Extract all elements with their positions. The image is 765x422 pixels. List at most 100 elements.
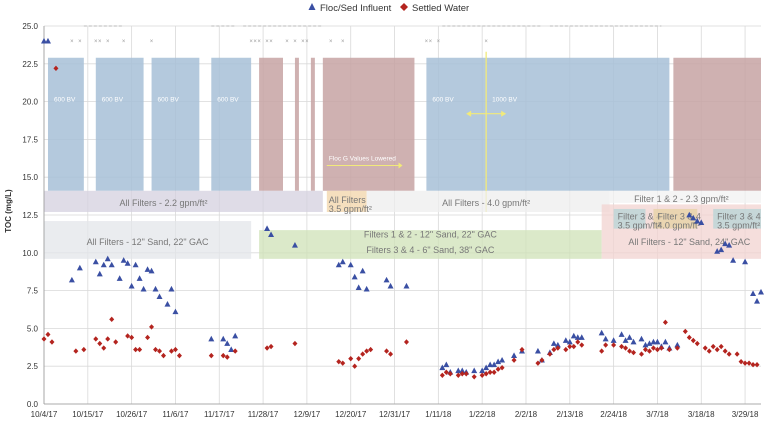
settled-point bbox=[443, 369, 449, 375]
settled-point bbox=[93, 336, 99, 342]
x-tick-label: 10/15/17 bbox=[72, 410, 104, 419]
period-blue-block bbox=[95, 57, 144, 191]
band-label: All Filters - 2.2 gpm/ft² bbox=[119, 198, 207, 208]
settled-point bbox=[718, 343, 724, 350]
influent-point bbox=[698, 219, 705, 225]
influent-point bbox=[44, 37, 51, 44]
influent-point bbox=[228, 346, 235, 352]
settled-point bbox=[208, 352, 214, 359]
settled-point bbox=[336, 358, 342, 365]
settled-point bbox=[563, 346, 569, 353]
settled-point bbox=[463, 371, 469, 377]
influent-point bbox=[439, 364, 446, 371]
influent-point bbox=[722, 240, 729, 247]
influent-point bbox=[754, 297, 761, 304]
event-x-marker: × bbox=[122, 39, 126, 45]
axes: 0.0 2.5 5.0 7.5 10.0 12.5 15.0 17.5 20.0 22.5 25.0… bbox=[22, 22, 761, 419]
band-label: Filter 3 & 4 bbox=[618, 212, 662, 222]
influent-point bbox=[347, 261, 354, 268]
x-tick-label: 3/29/18 bbox=[732, 410, 759, 419]
settled-point bbox=[603, 342, 609, 348]
influent-point bbox=[674, 341, 681, 348]
annotation-text: 3.5 gpm/ft² bbox=[329, 204, 372, 214]
band-label: All Filters bbox=[329, 195, 367, 205]
settled-point bbox=[73, 348, 79, 354]
settled-point bbox=[384, 348, 390, 354]
influent-point bbox=[471, 367, 478, 374]
settled-point bbox=[360, 351, 366, 357]
influent-point bbox=[291, 242, 298, 248]
event-x-marker: × bbox=[94, 39, 98, 45]
influent-point bbox=[742, 258, 749, 265]
settled-point bbox=[686, 334, 692, 341]
settled-point bbox=[654, 346, 660, 353]
influent-point bbox=[638, 335, 645, 342]
settled-point bbox=[129, 334, 135, 341]
settled-point bbox=[153, 346, 159, 353]
settled-point bbox=[539, 357, 545, 363]
config-band bbox=[259, 230, 602, 259]
settled-point bbox=[674, 345, 680, 351]
x-tick-label: 12/31/17 bbox=[379, 410, 411, 419]
x-tick-label: 1/22/18 bbox=[469, 410, 496, 419]
influent-point bbox=[104, 255, 111, 262]
y-tick-label: 25.0 bbox=[22, 22, 38, 31]
period-label: 600 BV bbox=[217, 97, 239, 104]
influent-point bbox=[339, 258, 346, 265]
settled-point bbox=[403, 339, 409, 345]
period-blue-block bbox=[486, 57, 670, 191]
settled-point bbox=[264, 345, 270, 351]
influent-point bbox=[92, 258, 99, 265]
settled-point bbox=[623, 345, 629, 351]
influent-point bbox=[387, 282, 394, 289]
event-x-marker: × bbox=[425, 39, 429, 45]
x-tick-label: 12/20/17 bbox=[335, 410, 367, 419]
arrow-right-icon bbox=[501, 110, 507, 117]
arrow-left-icon bbox=[466, 110, 472, 117]
influent-point bbox=[156, 293, 163, 300]
annotation-text: Filters 3 & 4 - 6" Sand, 38" GAC bbox=[366, 245, 494, 255]
settled-point bbox=[666, 346, 672, 353]
influent-point bbox=[120, 257, 127, 263]
settled-point bbox=[746, 360, 752, 366]
influent-point bbox=[654, 338, 661, 345]
y-tick-label: 22.5 bbox=[22, 60, 38, 69]
annotation-text: 3.5 gpm/ft² bbox=[717, 221, 760, 231]
event-x-marker: × bbox=[269, 39, 273, 45]
band-label: All Filters - 12" Sand, 24" GAC bbox=[628, 237, 750, 247]
x-tick-label: 3/7/18 bbox=[646, 410, 669, 419]
config-band bbox=[44, 221, 252, 259]
influent-point bbox=[455, 367, 462, 374]
influent-point bbox=[630, 338, 637, 345]
settled-point bbox=[292, 340, 298, 347]
settled-point bbox=[479, 372, 485, 378]
period-brown-block bbox=[259, 57, 283, 191]
influent-point bbox=[148, 267, 155, 274]
influent-point bbox=[562, 337, 569, 343]
influent-point bbox=[610, 337, 617, 343]
event-x-marker: × bbox=[265, 39, 269, 45]
influent-point bbox=[566, 338, 573, 345]
settled-point bbox=[706, 348, 712, 354]
legend-floc-sed-influent: Floc/Sed Influent bbox=[320, 3, 392, 14]
config-band bbox=[653, 208, 698, 229]
event-x-marker: × bbox=[341, 39, 345, 45]
influent-point bbox=[479, 367, 486, 374]
settled-point bbox=[49, 339, 55, 345]
influent-point bbox=[718, 246, 725, 253]
event-x-marker: × bbox=[293, 39, 297, 45]
settled-point bbox=[726, 351, 732, 357]
influent-point bbox=[68, 276, 75, 283]
period-label: 600 BV bbox=[432, 97, 454, 104]
x-tick-label: 2/13/18 bbox=[556, 410, 583, 419]
period-blue-block bbox=[151, 57, 200, 191]
y-tick-label: 10.0 bbox=[22, 249, 38, 258]
event-x-marker: × bbox=[484, 39, 488, 45]
settled-point bbox=[551, 346, 557, 353]
settled-point bbox=[567, 343, 573, 350]
influent-point bbox=[694, 217, 701, 224]
settled-point bbox=[113, 339, 119, 345]
settled-point bbox=[439, 372, 445, 378]
event-x-marker: × bbox=[429, 39, 433, 45]
top-event-markers: × × × × × × × × × × × × × × × × × × × × × × bbox=[70, 25, 662, 45]
